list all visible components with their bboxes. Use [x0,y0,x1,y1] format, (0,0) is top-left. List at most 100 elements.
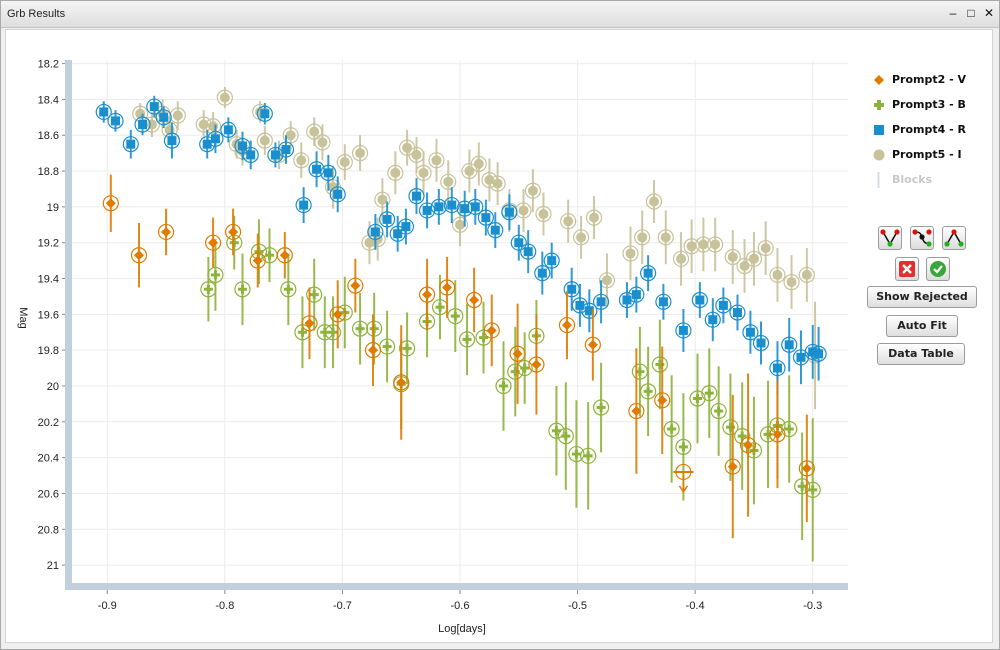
point-marker [105,198,116,209]
data-point [351,292,369,365]
point-marker [228,226,239,237]
fit-broken-button[interactable] [910,226,934,250]
accept-button[interactable] [926,257,950,281]
close-icon[interactable]: ✕ [983,6,995,20]
point-ring [306,286,323,303]
point-ring [146,98,163,115]
data-point [783,255,800,309]
point-marker [658,297,668,307]
point-ring [543,252,560,269]
point-ring [387,164,404,181]
data-point [581,289,598,333]
point-ring [220,121,237,138]
data-point [810,326,827,381]
point-ring [163,132,181,149]
point-marker [725,425,735,429]
point-ring [663,420,680,438]
point-marker [704,391,714,395]
data-point [351,135,369,172]
point-ring [745,442,763,459]
data-point [689,353,706,444]
data-point [729,294,746,331]
window-titlebar[interactable]: Grb Results – □ ✕ [1,1,999,28]
accept-icon [930,261,946,277]
point-ring [329,306,346,323]
data-point [408,178,425,215]
data-point [501,194,518,231]
minimize-icon[interactable]: – [949,6,957,20]
data-point [242,140,259,170]
line-icon [877,172,880,188]
point-marker [518,205,529,216]
point-ring [204,234,222,251]
point-marker [527,185,538,196]
data-point [418,258,436,331]
point-ring [443,196,460,214]
point-ring [560,213,577,230]
point-marker [695,295,705,305]
point-ring [510,234,527,251]
point-marker [686,241,697,252]
point-ring [745,250,763,267]
data-point [220,117,237,143]
point-marker [797,484,807,488]
point-marker [796,352,806,362]
data-point [715,287,732,324]
point-ring [752,334,770,352]
point-ring [640,383,657,400]
point-marker [223,125,233,135]
point-marker [442,282,453,293]
maximize-icon[interactable]: □ [967,6,975,20]
y-tick-label: 19.2 [38,238,59,250]
show-rejected-button[interactable]: Show Rejected [867,286,977,308]
point-ring [438,279,456,296]
data-point [336,144,353,181]
data-point [557,382,574,490]
data-point [534,251,551,295]
point-marker [355,148,366,159]
point-marker [631,290,641,300]
point-marker [435,305,445,309]
data-point [752,321,770,365]
legend-label: Prompt5 - I [892,148,962,161]
point-ring [675,438,692,455]
data-point [585,196,603,240]
point-marker [443,176,454,187]
point-marker [596,405,606,409]
point-ring [710,402,727,420]
point-marker [411,149,422,160]
data-point [234,253,251,326]
point-marker [469,295,480,306]
point-ring [397,218,415,235]
fit-decay-button[interactable] [878,226,902,250]
data-point [663,375,680,483]
data-point [792,330,810,385]
data-point [440,160,457,204]
x-tick-label: -0.6 [451,600,470,612]
point-marker [138,119,148,129]
auto-fit-button[interactable]: Auto Fit [886,315,958,337]
point-marker [369,327,379,331]
data-point [398,129,416,166]
point-marker [364,237,375,248]
point-ring [691,291,708,309]
data-point [640,255,657,292]
point-ring [301,315,318,332]
data-table-button[interactable]: Data Table [877,343,965,365]
data-point [598,253,616,308]
data-point [739,373,757,517]
point-ring [207,130,224,147]
point-ring [634,229,651,246]
point-ring [645,193,663,210]
x-tick-label: -0.4 [686,600,705,612]
point-marker [710,239,721,250]
point-ring [534,265,551,282]
data-point [282,120,299,150]
data-point [515,188,532,232]
point-ring [374,191,391,208]
point-ring [734,428,751,445]
fit-rise-button[interactable] [942,226,966,250]
reject-button[interactable] [895,257,919,281]
data-point [558,291,576,360]
point-ring [742,324,759,341]
